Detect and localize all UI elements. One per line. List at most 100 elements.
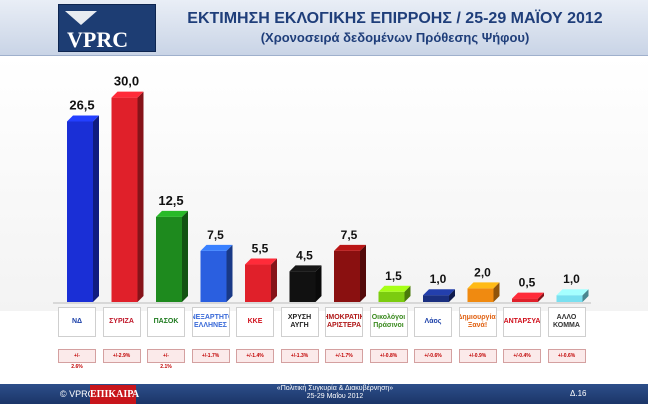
bar-front xyxy=(111,97,138,302)
bar-front xyxy=(334,250,360,302)
bar-front xyxy=(467,288,494,302)
bar-value-label: 1,5 xyxy=(385,269,402,283)
party-logo-10: Δημιουργία, Ξανά! xyxy=(458,307,497,337)
bar-4 xyxy=(200,244,233,302)
party-logo-6: ΧΡΥΣΗ ΑΥΓΗ xyxy=(280,307,319,337)
page-subtitle: (Χρονοσειρά δεδομένων Πρόθεσης Ψήφου) xyxy=(260,30,530,45)
page-title: ΕΚΤΙΜΗΣΗ ΕΚΛΟΓΙΚΗΣ ΕΠΙΡΡΟΗΣ / 25-29 ΜΑΪΟ… xyxy=(187,10,603,27)
bar-9 xyxy=(423,289,455,302)
bar-side xyxy=(137,91,144,302)
party-logo-3: ΠΑΣΟΚ xyxy=(147,307,185,337)
bar-front xyxy=(378,291,405,302)
bar-value-label: 12,5 xyxy=(158,193,183,208)
bar-front xyxy=(67,121,93,302)
epikaira-logo: ΕΠΙΚΑΙΡΑ xyxy=(90,385,139,404)
chart-area: 26,5 30,0 12,5 7,5 5,5 4,5 7,5 1,5 1,0 2,0 0,5 1,0 xyxy=(0,56,648,311)
change-box-2: +/-2.9% xyxy=(102,349,141,363)
bar-top xyxy=(512,292,544,299)
bar-chart: 26,5 30,0 12,5 7,5 5,5 4,5 7,5 1,5 1,0 2,0 0,5 1,0 xyxy=(53,74,591,304)
bar-value-label: 1,0 xyxy=(563,272,580,286)
bar-side xyxy=(315,265,322,302)
bar-value-label: 4,5 xyxy=(296,248,313,262)
bar-top xyxy=(67,115,99,122)
party-logo-8: Οικολόγοι Πράσινοι xyxy=(369,307,408,337)
bar-side xyxy=(404,285,411,302)
bar-value-label: 7,5 xyxy=(207,228,224,242)
bar-top xyxy=(423,289,455,296)
bar-value-label: 26,5 xyxy=(69,97,94,112)
party-logo-9: Λάος xyxy=(414,307,452,337)
party-logo-5: ΚΚΕ xyxy=(236,307,274,337)
change-box-1: +/- xyxy=(58,349,96,363)
bar-8 xyxy=(378,285,411,302)
change-box-4: +/-1.7% xyxy=(191,349,230,363)
bar-front xyxy=(289,271,316,302)
change-box-5: +/-1.4% xyxy=(236,349,274,363)
bar-top xyxy=(334,244,366,251)
footer-title: «Πολιτική Συγκυρία & Διακυβέρνηση» 25-29… xyxy=(240,385,430,401)
bar-value-label: 30,0 xyxy=(114,74,139,89)
change-box-9: +/-0.6% xyxy=(414,349,452,363)
copyright-text: © VPRC xyxy=(60,389,95,399)
party-logos-row: ΝΔΣΥΡΙΖΑΠΑΣΟΚΑΝΕΞΑΡΤΗΤΟΙ ΕΛΛΗΝΕΣΚΚΕΧΡΥΣΗ… xyxy=(57,307,586,339)
change-box-7: +/-1.7% xyxy=(325,349,363,363)
bar-front xyxy=(245,264,271,302)
bar-side xyxy=(538,292,544,302)
bar-front xyxy=(556,295,583,302)
page-number: Δ.16 xyxy=(570,389,587,398)
footer-title-line1: «Πολιτική Συγκυρία & Διακυβέρνηση» xyxy=(276,385,394,392)
bar-top xyxy=(467,282,500,289)
bar-front xyxy=(423,295,449,302)
logo-text: VPRC xyxy=(67,27,129,52)
bar-value-label: 0,5 xyxy=(519,276,536,290)
vprc-logo-graphic xyxy=(59,5,155,51)
bar-side xyxy=(449,289,455,302)
bar-top xyxy=(289,265,322,272)
party-logo-7: ΔΗΜΟΚΡΑΤΙΚΗ ΑΡΙΣΤΕΡΑ xyxy=(325,307,363,337)
bar-7 xyxy=(334,244,366,302)
change-box-8: +/-0.8% xyxy=(369,349,408,363)
bar-side xyxy=(226,244,233,302)
bar-value-label: 5,5 xyxy=(252,242,269,256)
party-logo-1: ΝΔ xyxy=(58,307,96,337)
bar-side xyxy=(493,282,500,302)
bar-1 xyxy=(67,115,99,302)
bar-side xyxy=(360,244,366,302)
change-box-6: +/-1.3% xyxy=(280,349,319,363)
bar-value-label: 7,5 xyxy=(341,228,358,242)
bar-side xyxy=(93,115,99,302)
bar-side xyxy=(182,210,188,302)
bar-top xyxy=(556,289,589,296)
bar-top xyxy=(156,210,188,217)
bar-front xyxy=(156,216,182,302)
bar-side xyxy=(582,289,589,302)
vprc-logo: VPRC xyxy=(58,4,156,52)
party-logo-2: ΣΥΡΙΖΑ xyxy=(102,307,141,337)
bar-11 xyxy=(512,292,544,302)
bar-5 xyxy=(245,258,277,302)
change-box-3: +/- xyxy=(147,349,185,363)
bar-value-label: 1,0 xyxy=(430,272,447,286)
change-box-12: +/-0.6% xyxy=(547,349,586,363)
party-logo-4: ΑΝΕΞΑΡΤΗΤΟΙ ΕΛΛΗΝΕΣ xyxy=(191,307,230,337)
bar-front xyxy=(200,250,227,302)
bar-6 xyxy=(289,265,322,302)
bar-top xyxy=(245,258,277,265)
party-logo-11: ΑΝΤΑΡΣΥΑ xyxy=(503,307,541,337)
bar-top xyxy=(200,244,233,251)
change-box-10: +/-0.9% xyxy=(458,349,497,363)
bar-front xyxy=(512,298,538,302)
bar-top xyxy=(111,91,144,98)
change-sub-3: 2.1% xyxy=(160,364,172,370)
bar-value-label: 2,0 xyxy=(474,265,491,279)
bar-2 xyxy=(111,91,144,302)
bar-top xyxy=(378,285,411,292)
footer: © VPRC ΕΠΙΚΑΙΡΑ «Πολιτική Συγκυρία & Δια… xyxy=(0,384,648,404)
party-logo-12: ΑΛΛΟ ΚΟΜΜΑ xyxy=(547,307,586,337)
bar-side xyxy=(271,258,277,302)
bar-12 xyxy=(556,289,589,302)
bar-3 xyxy=(156,210,188,302)
footer-title-line2: 25-29 Μαΐου 2012 xyxy=(306,393,364,400)
change-box-11: +/-0.4% xyxy=(503,349,541,363)
change-sub-1: 2.6% xyxy=(71,364,83,370)
